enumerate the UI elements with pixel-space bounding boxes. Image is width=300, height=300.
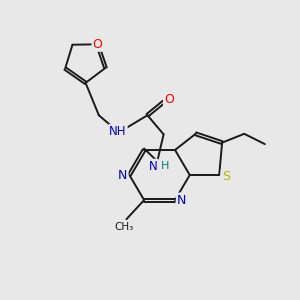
Text: N: N — [149, 160, 158, 173]
Text: O: O — [164, 93, 174, 106]
Text: NH: NH — [109, 125, 127, 138]
Text: H: H — [161, 161, 169, 171]
Text: N: N — [118, 169, 128, 182]
Text: O: O — [92, 38, 102, 51]
Text: CH₃: CH₃ — [114, 222, 133, 232]
Text: S: S — [222, 170, 230, 183]
Text: N: N — [177, 194, 186, 207]
